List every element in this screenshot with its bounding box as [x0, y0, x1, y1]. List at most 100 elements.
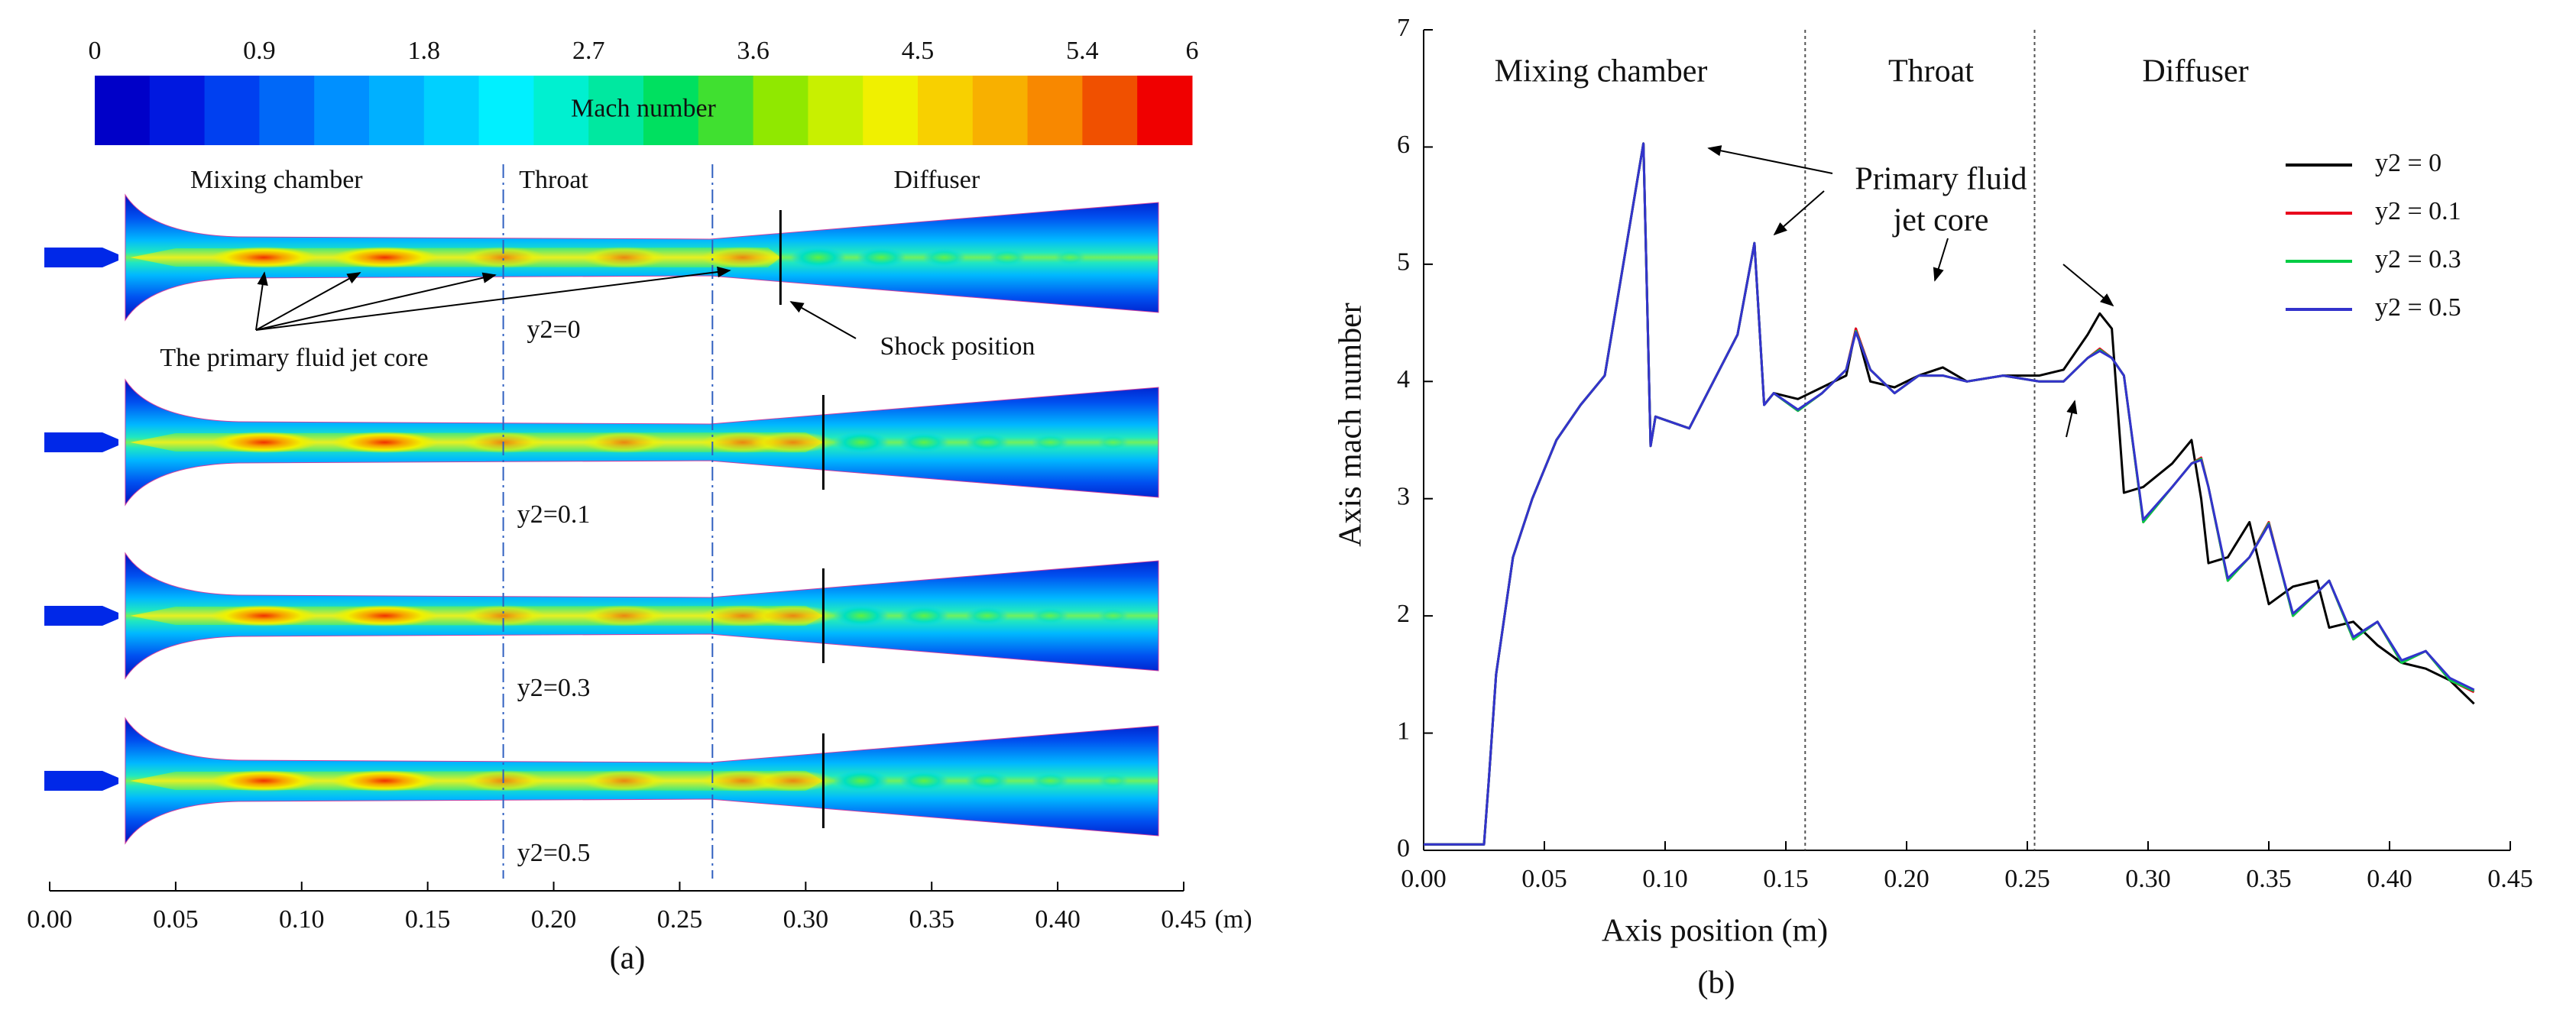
series-line	[1424, 142, 2475, 846]
jet-core	[582, 247, 666, 268]
colorbar-tick-label: 0.9	[243, 37, 276, 65]
arrow	[1773, 190, 1825, 236]
shock-cell	[965, 433, 1009, 452]
x-tick-label: 0.40	[1035, 905, 1081, 934]
colorbar-swatch	[314, 76, 370, 145]
caption: (a)	[610, 941, 646, 976]
region-label: Diffuser	[893, 166, 980, 194]
case-label: y2=0	[527, 316, 580, 344]
shock-cell	[833, 770, 889, 791]
jet-core	[700, 247, 785, 268]
jet-core	[210, 770, 318, 791]
shock-cell	[899, 771, 949, 791]
colorbar-swatch	[808, 76, 864, 145]
arrow	[789, 301, 857, 339]
nozzle-contour	[44, 552, 1159, 680]
colorbar-swatch	[423, 76, 480, 145]
colorbar-swatch	[1027, 76, 1083, 145]
caption: (b)	[1698, 966, 1735, 1001]
y-tick-label: 3	[1397, 483, 1410, 511]
jet-core	[331, 247, 439, 268]
case-label: y2=0.3	[517, 674, 591, 702]
x-tick-label: 0.10	[1642, 865, 1688, 893]
colorbar-swatch	[643, 76, 699, 145]
annotation: jet core	[1892, 203, 1989, 238]
shock-label: Shock position	[880, 332, 1035, 361]
colorbar-tick-label: 2.7	[572, 37, 605, 65]
primary-nozzle	[44, 248, 118, 267]
shock-cell	[833, 432, 889, 453]
arrow	[1707, 145, 1833, 174]
arrow	[1933, 238, 1949, 282]
x-tick-label: 0.45	[1161, 905, 1207, 934]
jet-core	[331, 605, 439, 626]
colorbar-swatch	[698, 76, 754, 145]
shock-cell	[1055, 250, 1086, 265]
x-tick-label: 0.20	[1884, 865, 1930, 893]
y-axis-label: Axis mach number	[1333, 303, 1369, 547]
y-tick-label: 0	[1397, 834, 1410, 863]
shock-cell	[833, 605, 889, 626]
arrow	[2062, 264, 2114, 307]
colorbar-swatch	[259, 76, 315, 145]
shock-cell	[1032, 772, 1069, 789]
arrow	[255, 266, 731, 331]
legend-label: y2 = 0	[2375, 149, 2442, 177]
colorbar-tick-label: 6	[1186, 37, 1199, 65]
shock-cell	[1032, 434, 1069, 451]
jet-core	[582, 770, 666, 791]
shock-cell	[899, 432, 949, 452]
shock-cell	[790, 247, 846, 268]
series-line	[1424, 142, 2475, 846]
jet-core	[582, 432, 666, 453]
shock-cell	[1097, 773, 1129, 788]
colorbar-swatch	[95, 76, 151, 145]
shock-cell	[1032, 607, 1069, 624]
x-tick-label: 0.45	[2487, 865, 2533, 893]
x-axis-label: Axis position (m)	[1602, 914, 1828, 949]
region-label: Diffuser	[2142, 54, 2248, 89]
jet-core	[750, 605, 835, 626]
x-tick-label: 0.35	[909, 905, 954, 934]
shock-cell	[965, 772, 1009, 790]
y-tick-label: 1	[1397, 717, 1410, 745]
colorbar-swatch	[753, 76, 808, 145]
shock-cell	[922, 248, 966, 267]
colorbar-swatch	[1082, 76, 1138, 145]
shock-cell	[965, 607, 1009, 625]
x-tick-label: 0.30	[2125, 865, 2171, 893]
y-tick-label: 7	[1397, 14, 1410, 42]
x-tick-label: 0.10	[279, 905, 325, 934]
colorbar-swatch	[149, 76, 206, 145]
x-tick-label: 0.30	[783, 905, 829, 934]
legend-label: y2 = 0.1	[2375, 197, 2461, 225]
arrow	[255, 272, 497, 331]
y-tick-label: 4	[1397, 365, 1410, 393]
colorbar-tick-label: 1.8	[408, 37, 441, 65]
jet-core	[582, 605, 666, 626]
series-line	[1424, 142, 2475, 846]
primary-nozzle	[44, 771, 118, 791]
shock-cell	[1097, 435, 1129, 450]
y-tick-label: 6	[1397, 131, 1410, 159]
x-tick-label: 0.25	[657, 905, 703, 934]
jet-core	[210, 605, 318, 626]
colorbar-tick-label: 0	[89, 37, 102, 65]
x-unit: (m)	[1214, 905, 1252, 934]
nozzle-contour	[44, 193, 1159, 322]
jet-core-label: The primary fluid jet core	[160, 344, 428, 372]
region-label: Throat	[519, 166, 588, 194]
case-label: y2=0.1	[517, 500, 591, 529]
shock-cell	[989, 249, 1026, 266]
x-tick-label: 0.35	[2246, 865, 2292, 893]
series-line	[1424, 142, 2475, 846]
jet-core	[331, 432, 439, 453]
colorbar-swatch	[918, 76, 974, 145]
arrow	[255, 272, 361, 331]
x-tick-label: 0.05	[153, 905, 199, 934]
jet-core	[461, 605, 546, 626]
colorbar-swatch	[588, 76, 644, 145]
jet-core	[461, 247, 546, 268]
legend-label: y2 = 0.3	[2375, 245, 2461, 274]
